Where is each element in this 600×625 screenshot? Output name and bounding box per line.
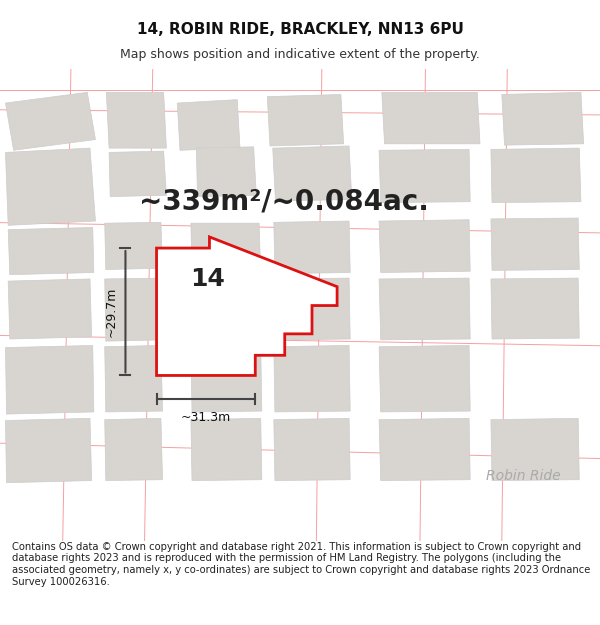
- Polygon shape: [274, 418, 350, 481]
- Text: Map shows position and indicative extent of the property.: Map shows position and indicative extent…: [120, 48, 480, 61]
- Polygon shape: [491, 148, 581, 202]
- Polygon shape: [5, 92, 95, 150]
- Polygon shape: [157, 237, 337, 376]
- Polygon shape: [106, 92, 166, 148]
- Polygon shape: [8, 228, 94, 274]
- Polygon shape: [177, 99, 240, 150]
- Text: 14, ROBIN RIDE, BRACKLEY, NN13 6PU: 14, ROBIN RIDE, BRACKLEY, NN13 6PU: [137, 22, 463, 38]
- Polygon shape: [105, 418, 163, 481]
- Polygon shape: [273, 146, 352, 201]
- Polygon shape: [379, 149, 470, 202]
- Polygon shape: [379, 418, 470, 481]
- Text: ~31.3m: ~31.3m: [181, 411, 231, 424]
- Polygon shape: [105, 278, 163, 341]
- Polygon shape: [5, 418, 92, 482]
- Polygon shape: [196, 147, 256, 197]
- Polygon shape: [8, 279, 92, 339]
- Polygon shape: [379, 278, 470, 340]
- Polygon shape: [274, 221, 350, 274]
- Text: ~29.7m: ~29.7m: [104, 287, 118, 337]
- Polygon shape: [5, 148, 95, 226]
- Polygon shape: [491, 278, 579, 339]
- Polygon shape: [105, 346, 163, 412]
- Polygon shape: [379, 220, 470, 272]
- Polygon shape: [274, 278, 350, 340]
- Polygon shape: [191, 223, 261, 276]
- Polygon shape: [105, 222, 163, 269]
- Polygon shape: [491, 418, 579, 481]
- Polygon shape: [5, 346, 94, 414]
- Text: ~339m²/~0.084ac.: ~339m²/~0.084ac.: [139, 188, 428, 216]
- Text: 14: 14: [190, 267, 225, 291]
- Text: Robin Ride: Robin Ride: [487, 469, 561, 483]
- Polygon shape: [109, 151, 166, 197]
- Polygon shape: [191, 279, 262, 342]
- Text: Contains OS data © Crown copyright and database right 2021. This information is : Contains OS data © Crown copyright and d…: [12, 542, 590, 587]
- Polygon shape: [274, 346, 350, 412]
- Polygon shape: [379, 346, 470, 412]
- Polygon shape: [502, 92, 584, 145]
- Polygon shape: [191, 346, 262, 412]
- Polygon shape: [267, 94, 344, 146]
- Polygon shape: [382, 92, 480, 144]
- Polygon shape: [191, 418, 262, 481]
- Polygon shape: [491, 218, 579, 271]
